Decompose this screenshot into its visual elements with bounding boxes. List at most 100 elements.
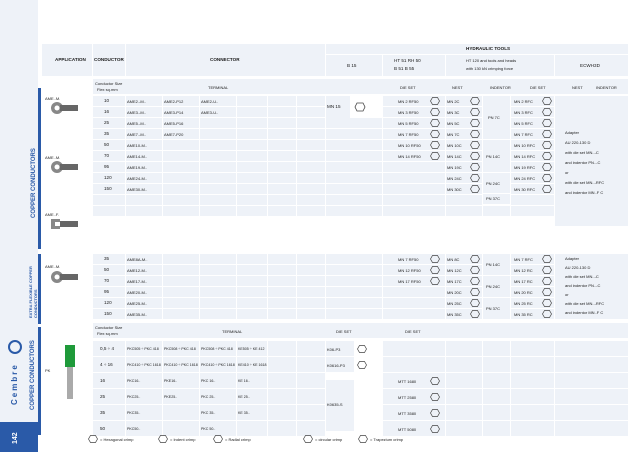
nest: MN 24C — [447, 176, 462, 181]
terminal-cell — [200, 405, 236, 420]
nest-cell — [446, 129, 482, 139]
die-cell — [383, 162, 445, 172]
b15-cell — [326, 206, 382, 216]
terminal-code: PKC 25.. — [201, 395, 216, 399]
die-cell — [383, 118, 445, 128]
die2-cell — [511, 206, 554, 216]
terminal-cell — [163, 341, 199, 356]
terminal-cell — [163, 107, 199, 117]
size-cell — [93, 265, 125, 275]
size-cell — [93, 118, 125, 128]
hexagon-crimp-icon — [470, 255, 480, 263]
die-set: MN 7 RF50 — [398, 257, 419, 262]
terminal-cell — [126, 373, 162, 388]
header-hydraulic — [326, 44, 628, 54]
s2-adapter-cell — [555, 254, 628, 319]
size-cell — [93, 184, 125, 194]
hexagon-crimp-icon — [430, 393, 440, 401]
size-cell — [93, 373, 125, 388]
terminal-cell — [297, 287, 325, 297]
nest-cell — [446, 118, 482, 128]
terminal-cell — [237, 173, 267, 183]
terminal-code: AME2-U.. — [201, 99, 219, 104]
hexagon-crimp-icon — [470, 119, 480, 127]
nest: MN 10C — [447, 143, 462, 148]
hexagon-crimp-icon — [542, 174, 552, 182]
hexagon-crimp-icon — [430, 255, 440, 263]
s1-indentor: INDENTOR — [490, 85, 511, 90]
terminal-code: AME30-M.. — [127, 187, 148, 192]
terminal-cell — [126, 389, 162, 404]
die-set2: MTT 3580 — [398, 411, 417, 416]
hexagon-crimp-icon — [470, 277, 480, 285]
terminal-cell — [200, 151, 236, 161]
nest-cell — [446, 265, 482, 275]
terminal-cell — [237, 162, 267, 172]
die-set-ecwh: MN 10 RFC — [514, 143, 536, 148]
terminal-cell — [200, 96, 236, 106]
die-set2: MTT 2580 — [398, 395, 417, 400]
terminal-cell — [163, 129, 199, 139]
terminal-cell — [237, 265, 267, 275]
terminal-cell — [268, 287, 296, 297]
die-cell — [383, 184, 445, 194]
page-number-box — [0, 422, 38, 452]
terminal-cell — [297, 373, 325, 388]
s1-die-set: DIE SET — [400, 85, 416, 90]
terminal-cell — [163, 357, 199, 372]
terminal-cell — [126, 276, 162, 286]
s1-nest: NEST — [452, 85, 463, 90]
size-cell — [93, 96, 125, 106]
terminal-cell — [126, 421, 162, 436]
terminal-cell — [268, 107, 296, 117]
nest-cell — [446, 184, 482, 194]
terminal-cell — [200, 298, 236, 308]
terminal-code: AME25-M.. — [127, 301, 148, 306]
terminal-cell — [268, 405, 296, 420]
terminal-cell — [200, 173, 236, 183]
hexagon-crimp-icon — [430, 377, 440, 385]
terminal-code: KE505 ÷ KE 412 — [238, 347, 265, 351]
adapter-line: Adapter — [565, 130, 580, 135]
die-set-ecwh: MN 2 RFC — [514, 99, 533, 104]
hexagon-crimp-icon — [542, 266, 552, 274]
s1-lug1-label: AME..M. — [45, 96, 61, 101]
terminal-cell — [200, 107, 236, 117]
die-set-ecwh: MN 20 RC — [514, 290, 533, 295]
terminal-cell — [163, 389, 199, 404]
empty-cell — [446, 373, 482, 388]
die-set: MN 5 RF50 — [398, 121, 419, 126]
s1-nest2: NEST — [572, 85, 583, 90]
b15-cell — [326, 162, 382, 172]
s2-ind-pn24c: PN 24C — [486, 284, 501, 289]
terminal-cell — [268, 118, 296, 128]
s1-pn37c-cell — [483, 194, 510, 204]
ind-pn24c: PN 24C — [486, 181, 501, 186]
conductor-size: 10 — [104, 98, 110, 103]
adapter-line: with die set MN..-RFC — [565, 180, 605, 185]
die-set: MN 2 RF50 — [398, 99, 419, 104]
b15-cell — [326, 309, 382, 319]
ferrule-icon — [65, 345, 75, 399]
nest: MN 20C — [447, 290, 462, 295]
terminal-code: PKC16.. — [127, 379, 141, 383]
empty-cell — [555, 405, 628, 420]
empty-cell — [446, 389, 482, 404]
die-cell — [383, 254, 445, 264]
adapter-line: or — [565, 170, 569, 175]
nest: MN 35C — [447, 312, 462, 317]
terminal-cell — [268, 96, 296, 106]
die-cell — [383, 265, 445, 275]
s1-pn7c-cell — [483, 96, 510, 139]
die-set-ecwh: MN 7 RFC — [514, 132, 533, 137]
section2-label: EXTRA FLEXIBLE COPPER CONDUCTORS — [28, 266, 38, 318]
s1-pn24c-cell — [483, 173, 510, 193]
empty-cell — [511, 373, 554, 388]
page-number: 142 — [12, 432, 19, 444]
terminal-cell — [200, 287, 236, 297]
legend-hex: = Hexagonal crimp — [100, 437, 134, 442]
terminal-cell — [237, 309, 267, 319]
s1-conductor-size: Conductor Size — [95, 81, 123, 86]
terminal-cell — [163, 96, 199, 106]
terminal-cell — [297, 195, 325, 205]
